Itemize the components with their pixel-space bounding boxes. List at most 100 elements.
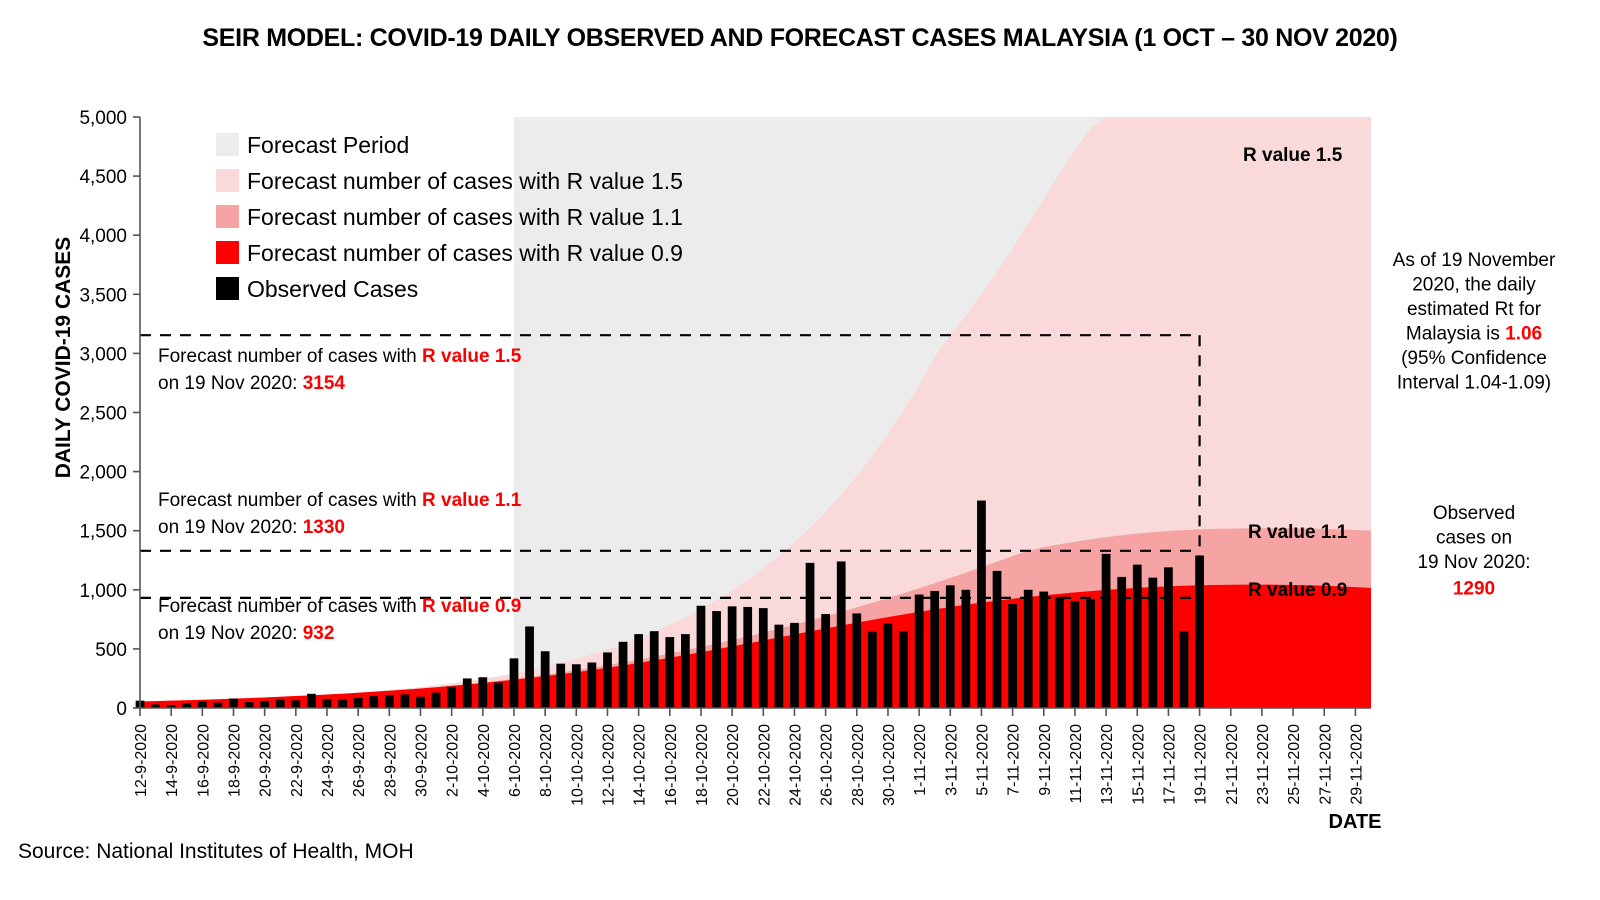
bar-observed [556, 663, 566, 708]
legend-label: Forecast number of cases with R value 0.… [247, 240, 683, 266]
legend-label: Forecast number of cases with R value 1.… [247, 168, 683, 194]
bar-observed [307, 693, 316, 708]
bar-observed [322, 699, 332, 708]
annotation-r09: Forecast number of cases with R value 0.… [158, 596, 521, 644]
bar-observed [1195, 555, 1204, 708]
x-axis-title: DATE [1329, 811, 1382, 833]
bar-observed [369, 696, 379, 708]
y-tick-label: 1,000 [79, 581, 127, 602]
legend-swatch [216, 205, 239, 228]
observed-note: Observed cases on 19 Nov 2020: 1290 [1417, 503, 1530, 600]
y-tick-label: 2,500 [79, 404, 127, 425]
x-tick-label: 22-10-2020 [756, 724, 773, 806]
x-tick-label: 26-9-2020 [351, 724, 368, 797]
bar-observed [1039, 591, 1049, 708]
bar-observed [712, 611, 721, 708]
bar-observed [260, 700, 270, 708]
bar-observed [431, 692, 441, 708]
observed-note-line: cases on [1436, 528, 1512, 549]
x-tick-label: 30-10-2020 [881, 724, 898, 806]
bar-observed [1070, 601, 1080, 708]
y-axis-ticks: 0 500 1,000 1,500 2,000 2,500 3,000 3,500 4,000 4… [79, 108, 140, 720]
bar-observed [774, 624, 784, 708]
bar-observed [852, 613, 862, 708]
x-tick-label: 11-11-2020 [1068, 724, 1085, 804]
bar-observed [790, 622, 799, 708]
observed-bars [135, 500, 1204, 709]
bar-observed [618, 641, 628, 708]
bar-observed [384, 695, 394, 708]
bar-observed [1101, 553, 1111, 708]
x-tick-label: 18-9-2020 [227, 724, 244, 797]
y-tick-label: 2,000 [79, 463, 127, 484]
bar-observed [977, 500, 986, 708]
x-tick-label: 29-11-2020 [1348, 724, 1365, 805]
annotation-r15: Forecast number of cases with R value 1.… [158, 346, 522, 394]
x-tick-label: 24-9-2020 [320, 724, 337, 797]
bar-observed [805, 562, 815, 708]
x-tick-label: 27-11-2020 [1317, 724, 1334, 805]
bar-observed [478, 677, 488, 708]
rt-note-line: As of 19 November [1393, 250, 1556, 271]
bar-observed [494, 682, 503, 708]
bar-observed [244, 702, 254, 708]
x-tick-label: 28-9-2020 [382, 724, 399, 797]
y-axis-title: DAILY COVID-19 CASES [52, 237, 75, 479]
bar-observed [883, 623, 893, 708]
x-tick-label: 17-11-2020 [1161, 724, 1178, 805]
rt-note-line: Interval 1.04-1.09) [1397, 373, 1551, 394]
bar-observed [1164, 567, 1173, 708]
x-tick-label: 5-11-2020 [974, 724, 991, 796]
bar-observed [275, 699, 285, 708]
y-tick-label: 500 [95, 640, 127, 661]
bar-observed [416, 696, 425, 708]
y-tick-label: 3,000 [79, 344, 127, 365]
annotation-line2: on 19 Nov 2020: 1330 [158, 517, 345, 538]
legend-swatch [216, 241, 239, 264]
bar-observed [213, 702, 223, 708]
x-tick-label: 14-10-2020 [632, 724, 649, 806]
observed-note-line: Observed [1433, 503, 1515, 524]
bar-observed [681, 634, 690, 709]
bar-observed [182, 703, 192, 708]
x-tick-label: 21-11-2020 [1224, 724, 1241, 805]
bar-observed [696, 605, 706, 708]
bar-observed [166, 705, 176, 708]
bar-observed [509, 658, 519, 708]
bar-observed [868, 631, 877, 708]
bar-observed [945, 585, 955, 708]
bar-observed [1054, 596, 1064, 708]
y-tick-label: 3,500 [79, 285, 127, 306]
x-tick-label: 20-9-2020 [258, 724, 275, 797]
bar-observed [836, 561, 846, 708]
x-axis-ticks: 12-9-2020 14-9-2020 16-9-2020 18-9-2020 20-9… [133, 708, 1365, 806]
x-tick-label: 16-10-2020 [663, 724, 680, 806]
x-tick-label: 4-10-2020 [476, 724, 493, 797]
reference-lines [140, 334, 1201, 708]
bar-observed [291, 700, 301, 708]
bar-observed [353, 697, 363, 708]
source-note: Source: National Institutes of Health, M… [18, 840, 414, 864]
bar-observed [603, 652, 612, 708]
legend-label: Observed Cases [247, 276, 418, 302]
bar-observed [649, 631, 659, 708]
bar-observed [992, 570, 1002, 708]
rt-note-line: Malaysia is 1.06 [1406, 324, 1542, 345]
bar-observed [821, 614, 830, 708]
curve-label-r09: R value 0.9 [1248, 580, 1347, 601]
bar-observed [1117, 576, 1127, 708]
x-tick-label: 22-9-2020 [289, 724, 306, 797]
legend-label: Forecast Period [247, 132, 409, 158]
observed-note-line: 19 Nov 2020: [1417, 552, 1530, 573]
x-tick-label: 10-10-2020 [569, 724, 586, 806]
bar-observed [151, 704, 160, 708]
x-tick-label: 26-10-2020 [819, 724, 836, 806]
annotation-line1: Forecast number of cases with R value 0.… [158, 596, 521, 617]
observed-note-value: 1290 [1453, 579, 1495, 600]
x-tick-label: 24-10-2020 [788, 724, 805, 806]
legend-label: Forecast number of cases with R value 1.… [247, 204, 683, 230]
bar-observed [447, 686, 457, 708]
x-tick-label: 28-10-2020 [850, 724, 867, 806]
annotation-line2: on 19 Nov 2020: 932 [158, 623, 334, 644]
